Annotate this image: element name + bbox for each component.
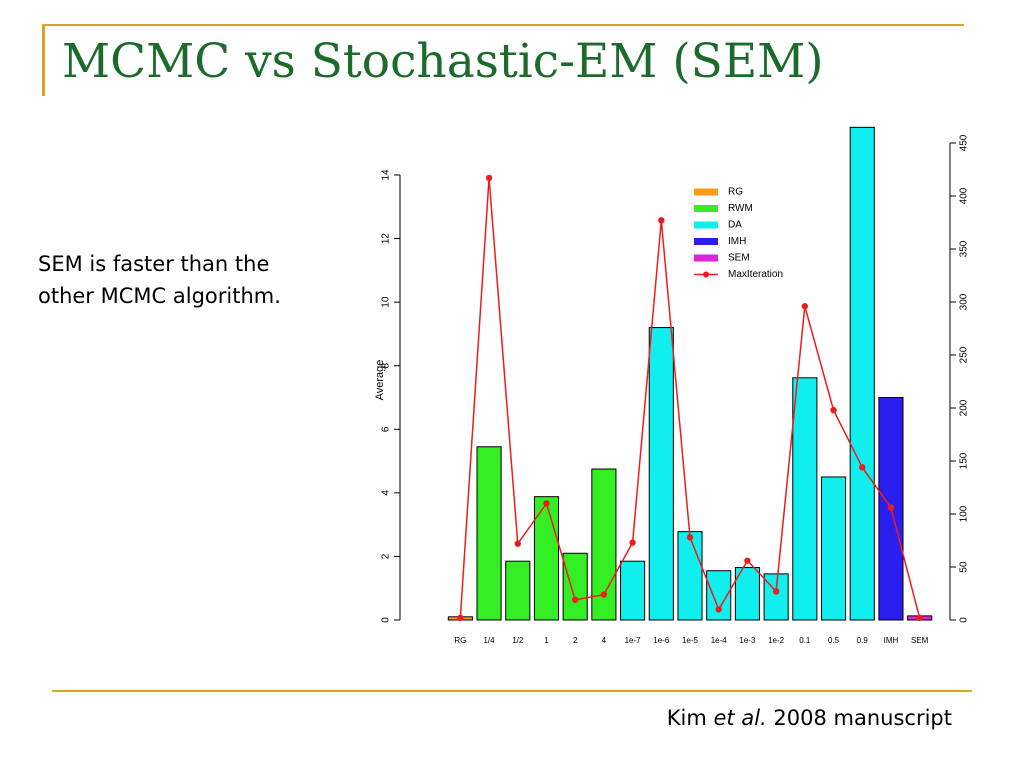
citation-etal: et al.	[713, 706, 767, 730]
bar-0.1	[792, 377, 818, 621]
legend-point-swatch	[703, 271, 709, 278]
bar-2	[562, 552, 588, 621]
maxiteration-point	[715, 606, 722, 613]
bottom-accent-line	[52, 690, 972, 692]
maxiteration-point	[916, 614, 923, 622]
x-tick-label: RG	[454, 636, 466, 645]
bar-1e-2	[763, 573, 789, 621]
bar-1e-3	[734, 567, 760, 621]
left-axis-tick-label: 2	[381, 553, 392, 559]
x-tick-label: 1/2	[512, 636, 524, 645]
legend-label: RWM	[728, 203, 753, 214]
right-axis-tick-label: 200	[959, 399, 970, 416]
right-axis-tick-label: 250	[959, 346, 970, 363]
bar-1	[533, 496, 560, 621]
left-axis-tick-label: 4	[381, 490, 392, 496]
x-tick-label: 1e-2	[768, 636, 785, 645]
x-tick-label: 1e-3	[739, 636, 756, 645]
right-axis-tick-label: 300	[959, 293, 970, 310]
top-accent-line	[44, 24, 964, 26]
slide-body-text: SEM is faster than the other MCMC algori…	[38, 252, 281, 308]
right-axis-tick-label: 350	[959, 240, 970, 257]
bar-1e-6	[648, 327, 674, 621]
left-axis-tick-label: 8	[381, 362, 392, 368]
bar-0.5	[820, 476, 847, 621]
maxiteration-point	[600, 591, 608, 598]
maxiteration-point	[887, 504, 895, 511]
right-axis-tick-label: 400	[959, 187, 970, 204]
maxiteration-point	[744, 557, 751, 564]
right-axis-tick-label: 150	[959, 452, 970, 469]
maxiteration-point	[686, 534, 694, 541]
citation-author: Kim	[666, 706, 707, 730]
x-tick-label: IMH	[884, 636, 899, 645]
left-axis-tick-label: 10	[381, 296, 392, 308]
bar-1/4	[476, 446, 502, 621]
right-axis-tick-label: 0	[959, 617, 970, 623]
maxiteration-point	[514, 540, 521, 547]
legend-label: DA	[728, 220, 742, 231]
right-axis-tick-label: 100	[959, 505, 970, 522]
maxiteration-point	[830, 406, 837, 414]
x-tick-label: 0.9	[857, 636, 869, 645]
citation-rest: 2008 manuscript	[773, 706, 952, 730]
legend-swatch-IMH	[694, 238, 718, 245]
legend-swatch-RWM	[694, 205, 718, 212]
x-tick-label: 0.5	[828, 636, 840, 645]
x-tick-label: 1e-4	[711, 636, 728, 645]
right-axis-tick-label: 450	[959, 134, 970, 151]
legend-label: SEM	[728, 253, 750, 264]
x-tick-label: 1/4	[483, 636, 495, 645]
legend-swatch-RG	[694, 188, 718, 196]
citation: Kim et al. 2008 manuscript	[667, 706, 952, 730]
right-axis-tick-label: 50	[959, 561, 970, 573]
x-tick-label: 1e-6	[653, 636, 670, 645]
maxiteration-point	[629, 539, 636, 546]
x-tick-label: SEM	[911, 636, 929, 645]
left-axis-tick-label: 12	[381, 233, 392, 245]
x-tick-label: 0.1	[799, 636, 811, 645]
x-tick-label: 1e-7	[625, 636, 642, 645]
bar-1e-5	[677, 531, 703, 621]
maxiteration-point	[571, 596, 579, 604]
left-axis-tick-label: 14	[381, 169, 392, 181]
left-accent-bar	[42, 24, 45, 96]
legend-label: RG	[728, 187, 743, 198]
legend-swatch-SEM	[694, 254, 718, 262]
maxiteration-point	[485, 174, 493, 182]
x-tick-label: 4	[602, 636, 607, 645]
legend-swatch-DA	[694, 221, 718, 229]
maxiteration-point	[801, 303, 809, 310]
maxiteration-point	[658, 217, 665, 224]
y-axis-label: Average	[374, 360, 386, 401]
maxiteration-point	[457, 614, 464, 622]
maxiteration-point	[543, 500, 550, 507]
bar-0.9	[849, 126, 875, 621]
bar-1/2	[505, 560, 531, 621]
x-tick-label: 1	[544, 636, 549, 645]
x-tick-label: 1e-5	[682, 636, 699, 645]
maxiteration-point	[859, 464, 866, 471]
legend-label: MaxIteration	[728, 269, 783, 280]
slide-title: MCMC vs Stochastic-EM (SEM)	[62, 34, 824, 89]
left-axis-tick-label: 0	[381, 617, 392, 623]
bar-1e-7	[620, 560, 646, 621]
x-tick-label: 2	[573, 636, 578, 645]
legend-label: IMH	[728, 236, 746, 247]
left-axis-tick-label: 6	[381, 426, 392, 432]
maxiteration-point	[772, 588, 780, 595]
